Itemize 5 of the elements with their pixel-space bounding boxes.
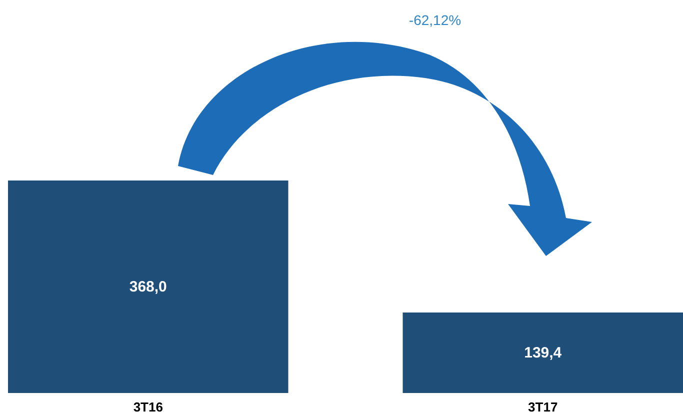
data-label: 368,0: [129, 278, 167, 296]
x-tick-label: 3T16: [133, 400, 163, 414]
x-tick-label: 3T17: [528, 400, 558, 414]
text: -62,12%: [408, 12, 462, 28]
data-label: 139,4: [524, 344, 562, 362]
